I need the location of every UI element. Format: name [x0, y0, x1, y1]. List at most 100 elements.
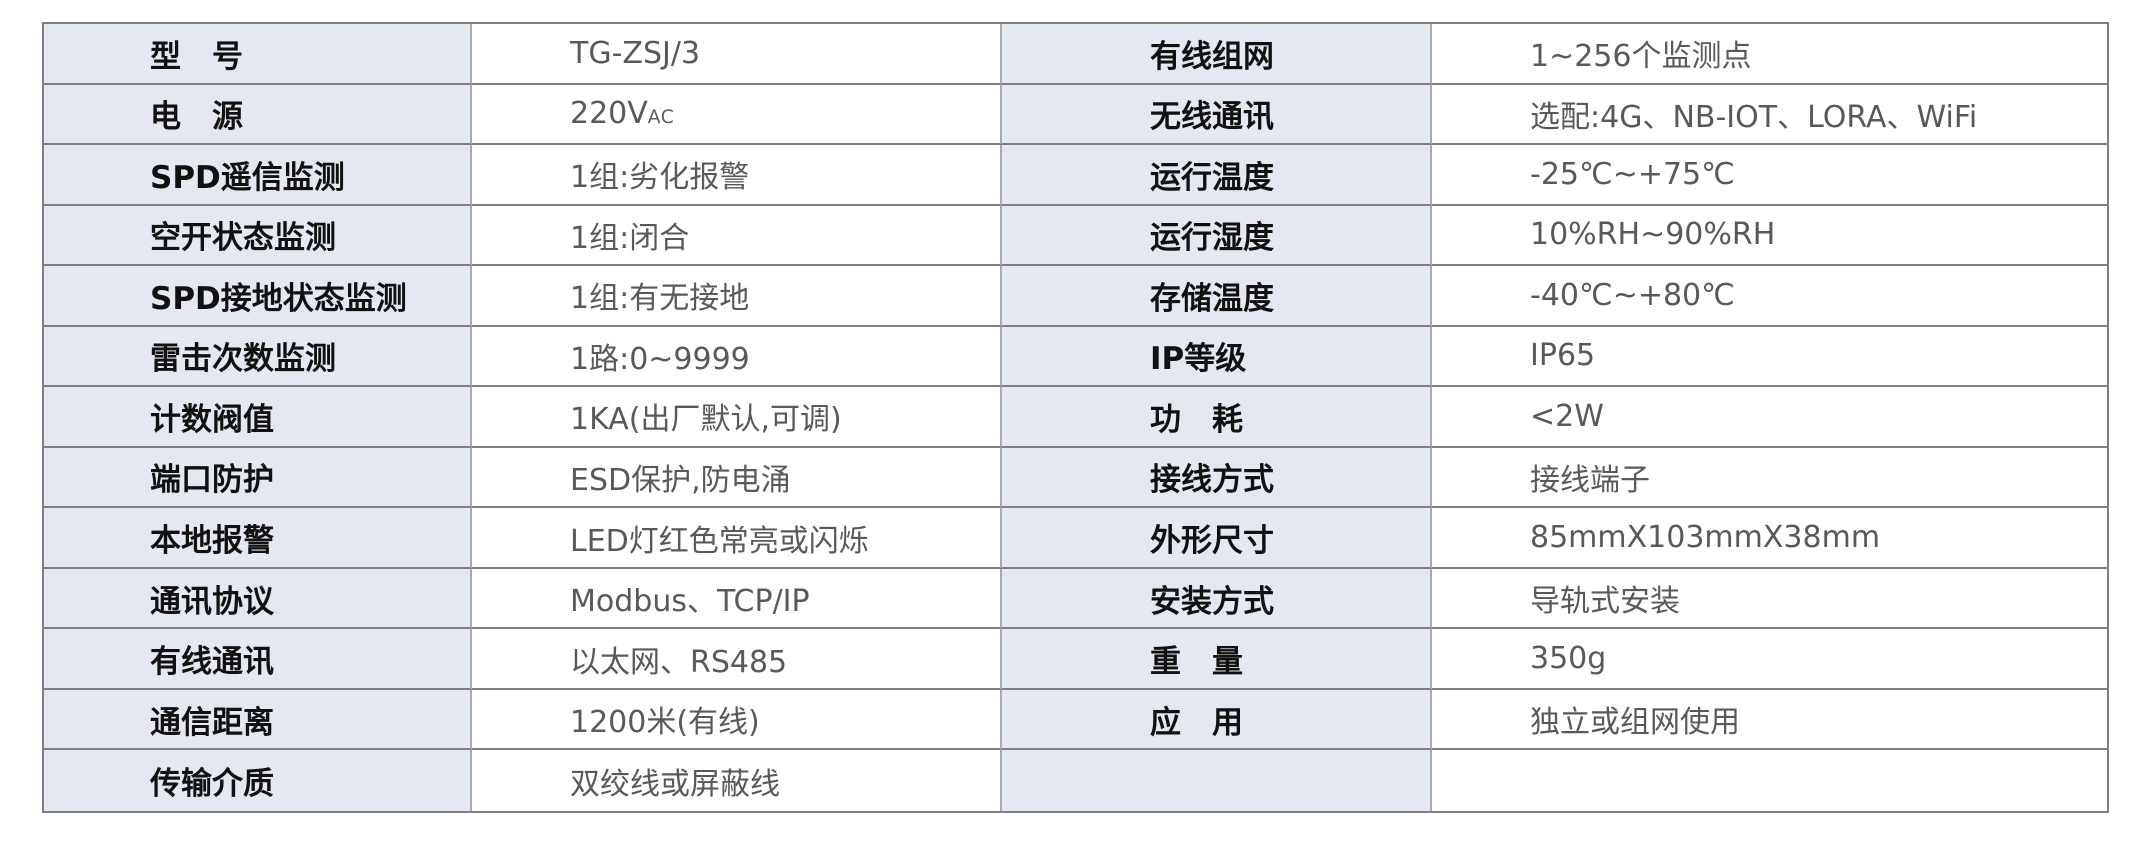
- spec-label-cell-left: 通信距离: [44, 689, 472, 751]
- spec-row: 电 源 220VAC 无线通讯 选配:4G、NB-IOT、LORA、WiFi: [44, 84, 2107, 146]
- spec-value-cell-left: 1路:0~9999: [472, 326, 1002, 388]
- spec-label-right: 安装方式: [1150, 583, 1274, 620]
- spec-value-cell-left: 220VAC: [472, 84, 1002, 146]
- spec-value-cell-left: TG-ZSJ/3: [472, 24, 1002, 85]
- spec-label-right: 无线通讯: [1150, 99, 1274, 136]
- spec-value-right: IP65: [1530, 338, 1596, 374]
- spec-row: SPD接地状态监测 1组:有无接地 存储温度 -40℃~+80℃: [44, 266, 2107, 327]
- spec-value-right: 350g: [1530, 641, 1607, 677]
- spec-label-right: 存储温度: [1150, 280, 1274, 317]
- spec-label-cell-left: 计数阀值: [44, 387, 472, 448]
- spec-label-right: IP等级: [1150, 341, 1247, 378]
- spec-row: 雷击次数监测 1路:0~9999 IP等级 IP65: [44, 326, 2107, 388]
- spec-value-right: -25℃~+75℃: [1530, 156, 1735, 192]
- spec-row: SPD遥信监测 1组:劣化报警 运行温度 -25℃~+75℃: [44, 145, 2107, 206]
- spec-value-right: 选配:4G、NB-IOT、LORA、WiFi: [1530, 99, 1978, 135]
- spec-value-cell-right: -40℃~+80℃: [1432, 266, 2107, 327]
- spec-label-cell-right: 运行湿度: [1002, 205, 1432, 267]
- spec-row: 通信距离 1200米(有线) 应 用 独立或组网使用: [44, 689, 2107, 751]
- spec-label-left: 雷击次数监测: [150, 341, 336, 378]
- spec-label-left: SPD遥信监测: [150, 159, 345, 196]
- spec-label-right: 功 耗: [1150, 401, 1243, 438]
- spec-label-left: 空开状态监测: [150, 220, 336, 257]
- spec-value-cell-left: 1组:劣化报警: [472, 145, 1002, 206]
- spec-row: 本地报警 LED灯红色常亮或闪烁 外形尺寸 85mmX103mmX38mm: [44, 508, 2107, 569]
- spec-value-cell-left: 以太网、RS485: [472, 629, 1002, 690]
- spec-value-left: TG-ZSJ/3: [570, 35, 701, 71]
- spec-value-left: 220V: [570, 96, 648, 132]
- spec-label-left: 计数阀值: [150, 401, 274, 438]
- spec-value-cell-right: -25℃~+75℃: [1432, 145, 2107, 206]
- spec-label-cell-right: 无线通讯: [1002, 84, 1432, 146]
- spec-label-right: 运行温度: [1150, 159, 1274, 196]
- spec-value-right: 85mmX103mmX38mm: [1530, 520, 1881, 556]
- spec-value-cell-left: Modbus、TCP/IP: [472, 568, 1002, 630]
- spec-value-left: 1200米(有线): [570, 705, 760, 741]
- spec-value-cell-left: 双绞线或屏蔽线: [472, 750, 1002, 811]
- spec-value-cell-right: 85mmX103mmX38mm: [1432, 508, 2107, 569]
- spec-label-right: 运行湿度: [1150, 220, 1274, 257]
- spec-label-left: 电 源: [150, 99, 243, 136]
- spec-label-right: 重 量: [1150, 644, 1243, 681]
- spec-value-cell-left: LED灯红色常亮或闪烁: [472, 508, 1002, 569]
- spec-value-cell-right: <2W: [1432, 387, 2107, 448]
- spec-label-cell-left: 雷击次数监测: [44, 326, 472, 388]
- spec-value-right: <2W: [1530, 398, 1604, 434]
- value-unit-suffix: AC: [647, 107, 675, 129]
- spec-label-left: 本地报警: [150, 523, 274, 560]
- spec-label-cell-right: [1002, 750, 1432, 811]
- spec-label-cell-right: 外形尺寸: [1002, 508, 1432, 569]
- spec-value-cell-right: 导轨式安装: [1432, 568, 2107, 630]
- spec-value-left: 1组:闭合: [570, 220, 690, 256]
- spec-value-right: 1~256个监测点: [1530, 39, 1752, 75]
- spec-value-cell-left: 1KA(出厂默认,可调): [472, 387, 1002, 448]
- spec-label-cell-left: 空开状态监测: [44, 205, 472, 267]
- spec-row: 传输介质 双绞线或屏蔽线: [44, 750, 2107, 811]
- spec-label-cell-left: SPD遥信监测: [44, 145, 472, 206]
- spec-value-left: ESD保护,防电涌: [570, 462, 791, 498]
- spec-label-cell-right: 运行温度: [1002, 145, 1432, 206]
- spec-label-cell-left: 电 源: [44, 84, 472, 146]
- spec-value-cell-left: 1组:闭合: [472, 205, 1002, 267]
- spec-value-cell-left: ESD保护,防电涌: [472, 447, 1002, 509]
- spec-label-left: 有线通讯: [150, 644, 274, 681]
- spec-label-right: 应 用: [1150, 704, 1243, 741]
- spec-value-cell-right: [1432, 750, 2107, 811]
- spec-value-right: 接线端子: [1530, 462, 1650, 498]
- spec-value-right: 导轨式安装: [1530, 584, 1680, 620]
- spec-value-right: -40℃~+80℃: [1530, 277, 1735, 313]
- spec-value-left: 1组:劣化报警: [570, 160, 750, 196]
- spec-label-cell-right: 重 量: [1002, 629, 1432, 690]
- spec-value-left: LED灯红色常亮或闪烁: [570, 523, 869, 559]
- spec-label-cell-right: 接线方式: [1002, 447, 1432, 509]
- spec-value-cell-right: 10%RH~90%RH: [1432, 205, 2107, 267]
- spec-label-left: 通信距离: [150, 704, 274, 741]
- spec-label-cell-left: 本地报警: [44, 508, 472, 569]
- spec-label-cell-left: SPD接地状态监测: [44, 266, 472, 327]
- spec-value-right: 独立或组网使用: [1530, 705, 1740, 741]
- spec-value-left: 双绞线或屏蔽线: [570, 766, 780, 802]
- spec-label-right: 接线方式: [1150, 462, 1274, 499]
- spec-label-cell-right: IP等级: [1002, 326, 1432, 388]
- spec-value-left: 1组:有无接地: [570, 281, 750, 317]
- spec-label-left: 传输介质: [150, 766, 274, 803]
- spec-value-left: Modbus、TCP/IP: [570, 584, 810, 620]
- spec-label-cell-right: 有线组网: [1002, 24, 1432, 85]
- spec-label-left: SPD接地状态监测: [150, 280, 407, 317]
- spec-row: 有线通讯 以太网、RS485 重 量 350g: [44, 629, 2107, 690]
- spec-label-cell-right: 功 耗: [1002, 387, 1432, 448]
- spec-value-left: 1路:0~9999: [570, 341, 750, 377]
- spec-row: 空开状态监测 1组:闭合 运行湿度 10%RH~90%RH: [44, 205, 2107, 267]
- spec-label-cell-left: 有线通讯: [44, 629, 472, 690]
- spec-value-left: 1KA(出厂默认,可调): [570, 402, 842, 438]
- spec-value-right: 10%RH~90%RH: [1530, 217, 1776, 253]
- spec-row: 型 号 TG-ZSJ/3 有线组网 1~256个监测点: [44, 24, 2107, 85]
- spec-value-cell-left: 1200米(有线): [472, 689, 1002, 751]
- spec-label-cell-left: 通讯协议: [44, 568, 472, 630]
- spec-label-right: 有线组网: [1150, 38, 1274, 75]
- spec-label-left: 通讯协议: [150, 583, 274, 620]
- spec-label-cell-left: 端口防护: [44, 447, 472, 509]
- spec-row: 计数阀值 1KA(出厂默认,可调) 功 耗 <2W: [44, 387, 2107, 448]
- spec-label-cell-left: 传输介质: [44, 750, 472, 811]
